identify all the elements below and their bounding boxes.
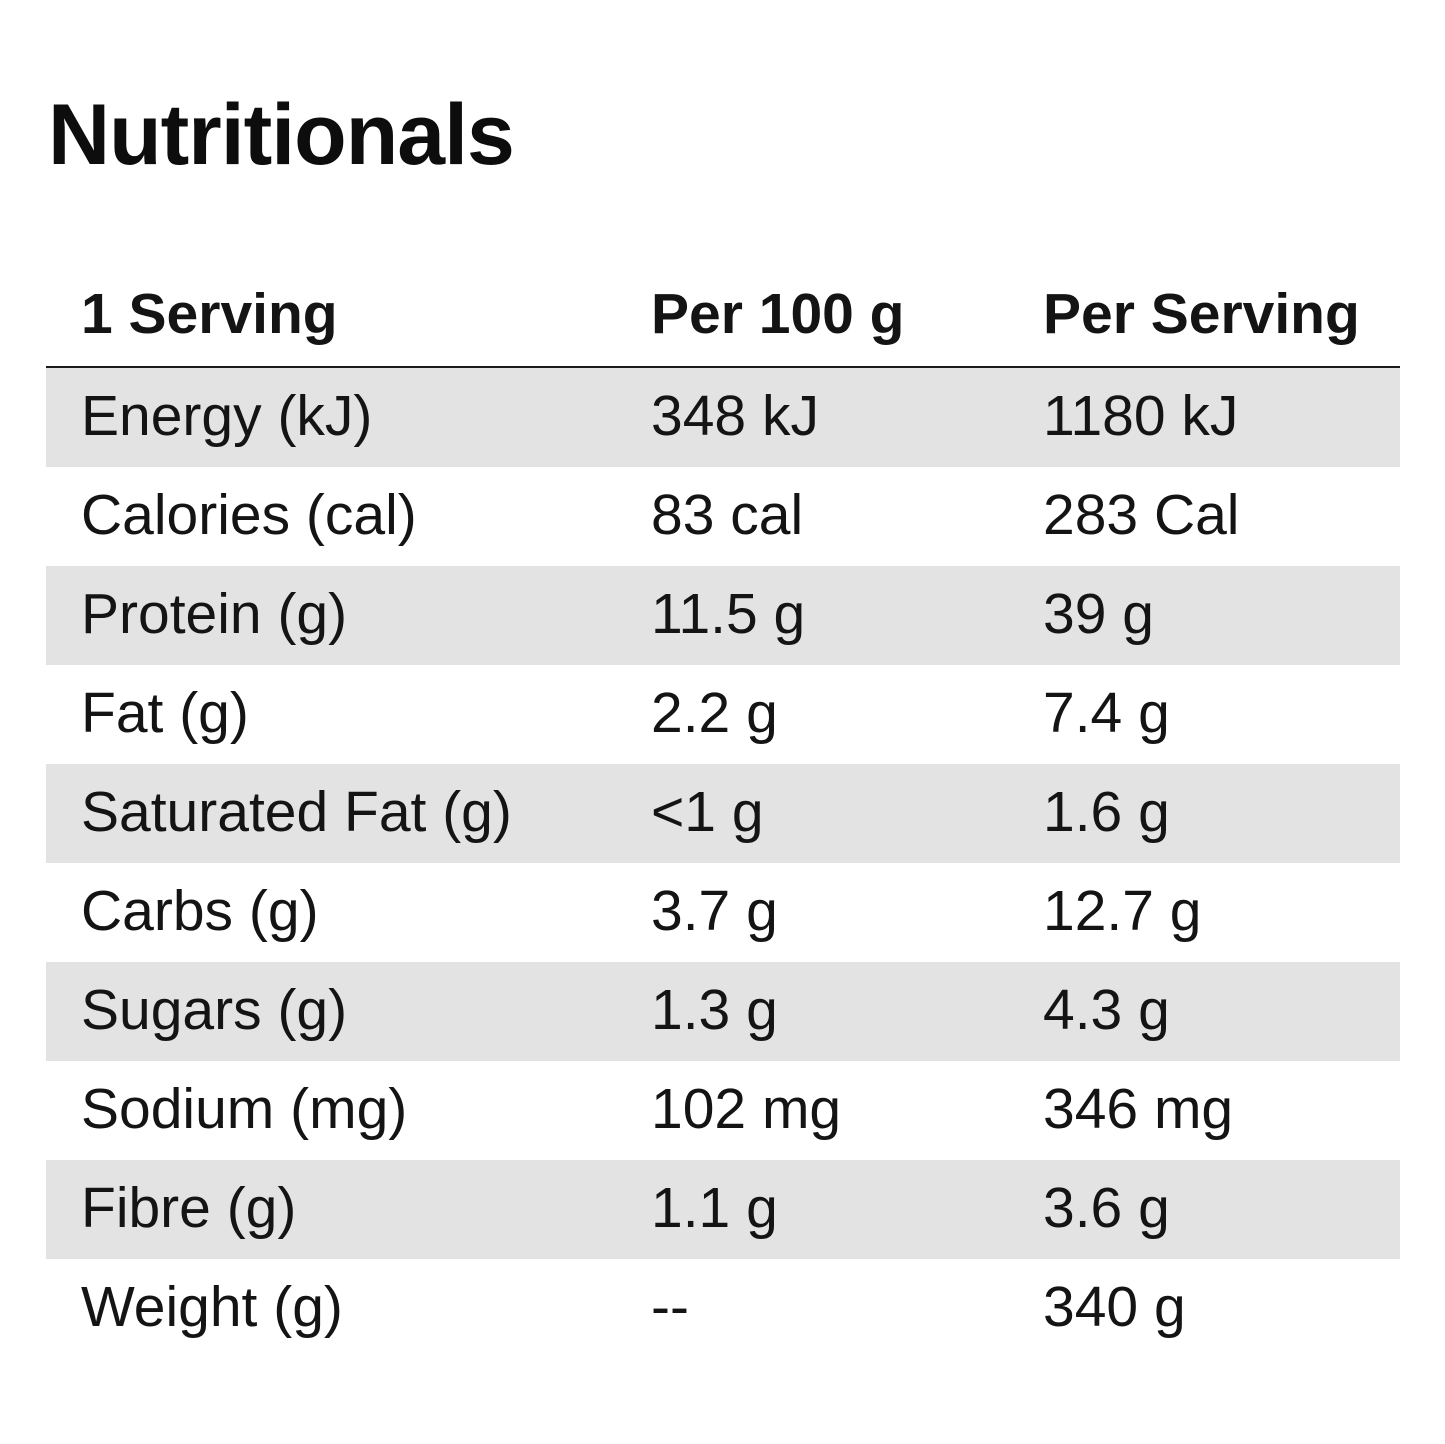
row-per-serving: 283 Cal <box>1043 483 1240 547</box>
row-per-serving: 346 mg <box>1043 1077 1234 1141</box>
row-label: Weight (g) <box>81 1275 343 1339</box>
row-per-serving: 7.4 g <box>1043 681 1170 745</box>
table-header: 1 Serving Per 100 g Per Serving <box>46 262 1400 368</box>
row-per-serving: 4.3 g <box>1043 978 1170 1042</box>
row-per-serving: 340 g <box>1043 1275 1186 1339</box>
table-row: Weight (g) -- 340 g <box>46 1259 1400 1358</box>
row-label: Carbs (g) <box>81 879 319 943</box>
row-label: Saturated Fat (g) <box>81 780 512 844</box>
row-per-100g: 2.2 g <box>651 681 778 745</box>
row-per-100g: -- <box>651 1275 689 1339</box>
header-serving: 1 Serving <box>81 282 338 346</box>
table-row: Sugars (g) 1.3 g 4.3 g <box>46 962 1400 1061</box>
table-row: Sodium (mg) 102 mg 346 mg <box>46 1061 1400 1160</box>
row-per-100g: 348 kJ <box>651 384 819 448</box>
table-row: Fat (g) 2.2 g 7.4 g <box>46 665 1400 764</box>
header-per-100g: Per 100 g <box>651 282 905 346</box>
table-row: Protein (g) 11.5 g 39 g <box>46 566 1400 665</box>
row-per-100g: 1.3 g <box>651 978 778 1042</box>
row-per-serving: 3.6 g <box>1043 1176 1170 1240</box>
row-per-100g: <1 g <box>651 780 764 844</box>
page-title: Nutritionals <box>48 87 515 183</box>
row-label: Fibre (g) <box>81 1176 297 1240</box>
row-per-serving: 1180 kJ <box>1043 384 1239 448</box>
table-row: Fibre (g) 1.1 g 3.6 g <box>46 1160 1400 1259</box>
row-label: Sugars (g) <box>81 978 348 1042</box>
row-per-100g: 83 cal <box>651 483 804 547</box>
nutrition-table: 1 Serving Per 100 g Per Serving Energy (… <box>46 262 1400 1358</box>
header-per-serving: Per Serving <box>1043 282 1360 346</box>
row-per-serving: 39 g <box>1043 582 1154 646</box>
row-label: Protein (g) <box>81 582 348 646</box>
table-row: Carbs (g) 3.7 g 12.7 g <box>46 863 1400 962</box>
table-row: Energy (kJ) 348 kJ 1180 kJ <box>46 368 1400 467</box>
row-label: Fat (g) <box>81 681 249 745</box>
row-label: Calories (cal) <box>81 483 417 547</box>
row-label: Energy (kJ) <box>81 384 373 448</box>
row-per-100g: 102 mg <box>651 1077 842 1141</box>
row-per-100g: 1.1 g <box>651 1176 778 1240</box>
row-per-100g: 3.7 g <box>651 879 778 943</box>
row-label: Sodium (mg) <box>81 1077 408 1141</box>
table-row: Saturated Fat (g) <1 g 1.6 g <box>46 764 1400 863</box>
table-row: Calories (cal) 83 cal 283 Cal <box>46 467 1400 566</box>
row-per-serving: 12.7 g <box>1043 879 1202 943</box>
row-per-100g: 11.5 g <box>651 582 806 646</box>
row-per-serving: 1.6 g <box>1043 780 1170 844</box>
